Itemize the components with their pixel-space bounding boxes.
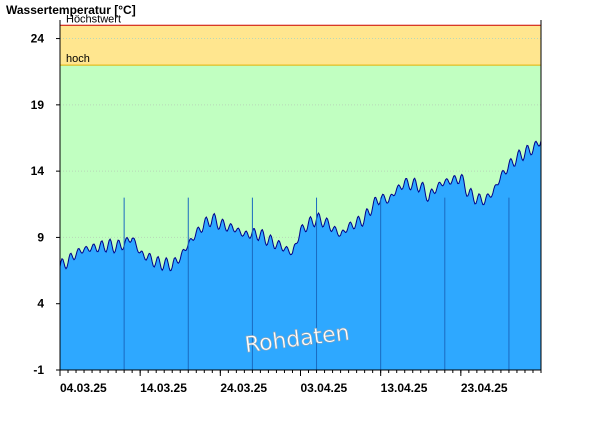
- temperature-area: [60, 140, 541, 370]
- threshold-label-high: hoch: [66, 53, 90, 65]
- y-axis-ticks: -1 4 9 14 19 24: [31, 32, 60, 377]
- x-axis-ticks: 04.03.25 14.03.25 24.03.25 03.04.25 13.04.25…: [59, 370, 542, 395]
- y-tick-label: 24: [31, 32, 45, 46]
- y-tick-label: 19: [31, 98, 45, 112]
- y-tick-label: -1: [33, 363, 44, 377]
- temperature-line: [59, 140, 542, 272]
- x-tick-label: 14.03.25: [140, 381, 187, 395]
- threshold-lines: Höchstwert hoch: [60, 13, 541, 66]
- x-tick-label: 03.04.25: [301, 381, 348, 395]
- x-tick-label: 23.04.25: [461, 381, 508, 395]
- y-tick-label: 4: [37, 297, 44, 311]
- day-marker-lines: [123, 197, 510, 370]
- x-tick-label: 13.04.25: [381, 381, 428, 395]
- y-tick-label: 9: [37, 230, 44, 244]
- x-tick-label: 04.03.25: [60, 381, 107, 395]
- chart-title: Wassertemperatur [°C]: [6, 3, 136, 17]
- y-tick-label: 14: [31, 164, 45, 178]
- top-band: [60, 20, 541, 26]
- x-tick-label: 24.03.25: [220, 381, 267, 395]
- threshold-label-max: Höchstwert: [66, 13, 121, 25]
- high-band: [60, 25, 541, 66]
- data-area: [59, 140, 542, 370]
